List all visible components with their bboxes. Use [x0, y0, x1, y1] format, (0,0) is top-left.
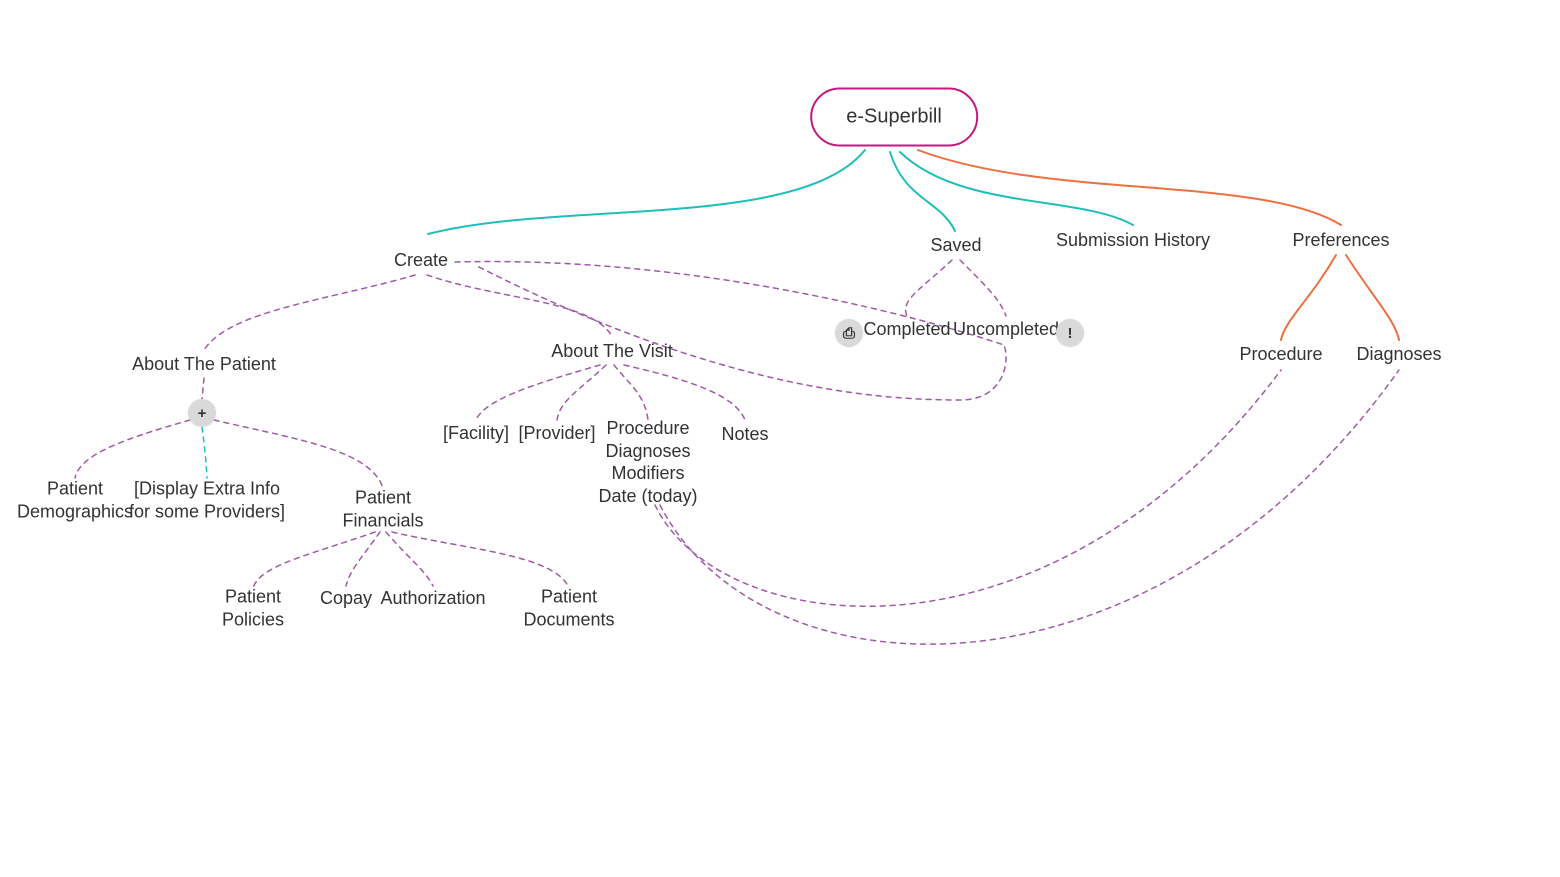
edge-plus-demographics [75, 420, 190, 478]
node-patient-policies[interactable]: Patient Policies [222, 586, 284, 631]
root-node-e-superbill[interactable]: e-Superbill [810, 88, 978, 147]
edge-financials-documents [392, 532, 569, 588]
edge-pdmd-pref_diagnoses [660, 370, 1399, 644]
node-patient-documents[interactable]: Patient Documents [523, 586, 614, 631]
edge-about_visit-pdmd [614, 365, 648, 420]
edge-root-saved [890, 152, 955, 231]
mindmap-stage: e-Superbill Create Saved Submission Hist… [0, 0, 1560, 877]
node-saved[interactable]: Saved [930, 234, 981, 257]
node-completed[interactable]: Completed [863, 318, 950, 341]
edge-about_visit-notes [624, 365, 745, 420]
node-display-extra-info[interactable]: [Display Extra Info for some Providers] [129, 478, 285, 523]
edge-preferences-pref_diagnoses [1346, 255, 1399, 340]
node-facility[interactable]: [Facility] [443, 422, 509, 445]
node-pref-procedure[interactable]: Procedure [1239, 343, 1322, 366]
node-create[interactable]: Create [394, 249, 448, 272]
edge-saved-uncompleted [960, 260, 1006, 316]
node-notes[interactable]: Notes [721, 423, 768, 446]
plus-icon[interactable]: + [188, 399, 216, 427]
node-uncompleted[interactable]: Uncompleted [953, 318, 1059, 341]
edge-root-submission [900, 152, 1133, 225]
edges-layer [0, 0, 1560, 877]
edge-financials-copay [346, 532, 380, 586]
edge-root-preferences [918, 150, 1341, 225]
edge-preferences-pref_procedure [1281, 255, 1336, 340]
edge-about_visit-provider [557, 365, 606, 420]
node-preferences[interactable]: Preferences [1292, 229, 1389, 252]
node-about-the-patient[interactable]: About The Patient [132, 353, 276, 376]
edge-plus-extra_info [202, 427, 207, 478]
edge-create-about_patient [204, 275, 415, 350]
node-provider[interactable]: [Provider] [518, 422, 595, 445]
node-procedure-diagnoses-modifiers-date[interactable]: Procedure Diagnoses Modifiers Date (toda… [598, 417, 697, 507]
print-icon[interactable]: ⎙ [835, 319, 863, 347]
node-about-the-visit[interactable]: About The Visit [551, 340, 672, 363]
alert-icon[interactable]: ! [1056, 319, 1084, 347]
edge-saved-completed [906, 260, 952, 316]
node-patient-financials[interactable]: Patient Financials [342, 487, 423, 532]
edge-root-create [428, 150, 865, 234]
edge-create-about_visit [427, 275, 612, 336]
node-copay[interactable]: Copay [320, 587, 372, 610]
edge-pdmd-pref_procedure [655, 370, 1281, 606]
node-patient-demographics[interactable]: Patient Demographics [17, 478, 133, 523]
node-submission-history[interactable]: Submission History [1056, 229, 1210, 252]
edge-about_patient-plus [202, 378, 204, 399]
node-authorization[interactable]: Authorization [380, 587, 485, 610]
edge-about_visit-facility [476, 365, 600, 420]
edge-financials-policies [253, 532, 375, 588]
node-pref-diagnoses[interactable]: Diagnoses [1356, 343, 1441, 366]
edge-financials-authorization [386, 532, 433, 586]
